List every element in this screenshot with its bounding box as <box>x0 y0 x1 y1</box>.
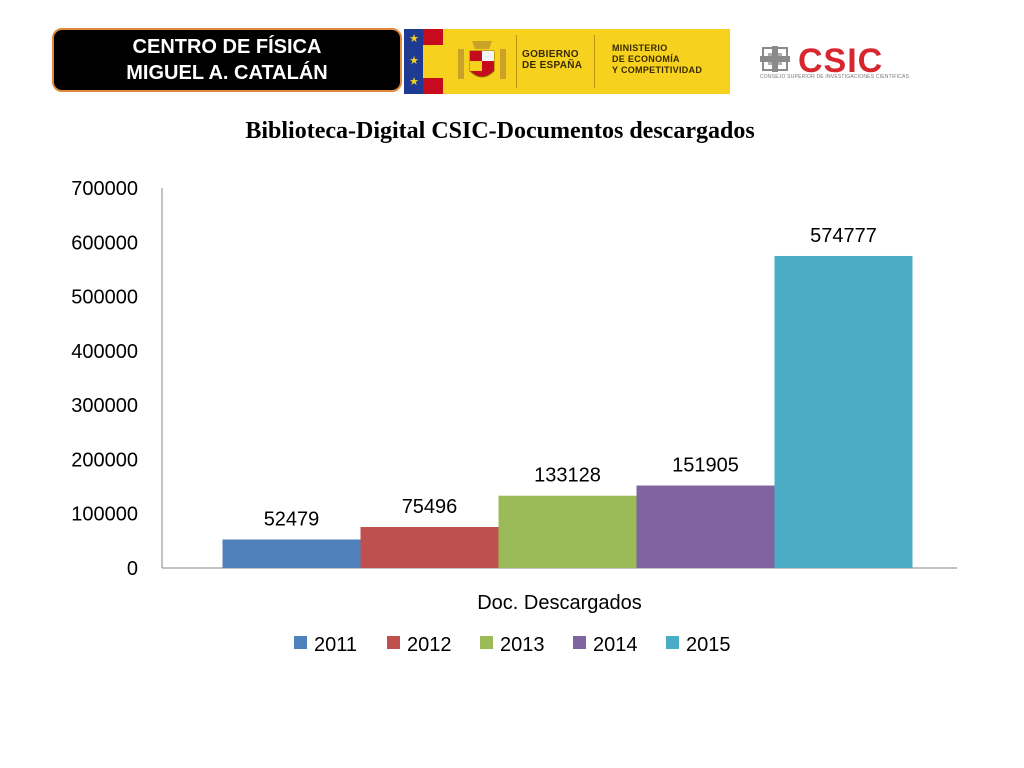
bar-2014 <box>636 485 775 568</box>
data-label-2014: 151905 <box>672 455 739 477</box>
institution-name-line2: MIGUEL A. CATALÁN <box>126 62 328 84</box>
y-tick-label: 200000 <box>71 449 138 471</box>
csic-logo: CSIC CONSEJO SUPERIOR DE INVESTIGACIONES… <box>760 42 940 84</box>
x-category-label: Doc. Descargados <box>477 592 642 614</box>
legend-swatch-2015 <box>666 636 679 649</box>
ministry-label: MINISTERIO DE ECONOMÍA Y COMPETITIVIDAD <box>612 43 703 75</box>
legend-label-2014: 2014 <box>593 634 638 656</box>
legend-label-2012: 2012 <box>407 634 452 656</box>
government-logo: ★ ★ ★ GOBIERNO DE ESPAÑA MINISTERIO DE E… <box>404 29 730 94</box>
legend-swatch-2013 <box>480 636 493 649</box>
legend-label-2015: 2015 <box>686 634 731 656</box>
coat-of-arms-icon <box>458 41 506 79</box>
bar-2013 <box>498 495 637 568</box>
legend-swatch-2014 <box>573 636 586 649</box>
y-tick-label: 300000 <box>71 395 138 417</box>
y-tick-label: 400000 <box>71 341 138 363</box>
legend-swatch-2011 <box>294 636 307 649</box>
gov-label: GOBIERNO DE ESPAÑA <box>522 49 583 71</box>
chart-title: Biblioteca-Digital CSIC-Documentos desca… <box>245 118 755 144</box>
bar-2012 <box>360 527 499 568</box>
legend-label-2013: 2013 <box>500 634 545 656</box>
data-label-2011: 52479 <box>264 509 320 531</box>
y-tick-label: 700000 <box>71 178 138 200</box>
bar-2015 <box>774 255 913 568</box>
data-label-2013: 133128 <box>534 465 601 487</box>
legend-label-2011: 2011 <box>314 634 357 656</box>
y-tick-label: 100000 <box>71 504 138 526</box>
y-tick-label: 0 <box>127 558 138 580</box>
star-icon: ★ <box>409 76 419 88</box>
legend-swatch-2012 <box>387 636 400 649</box>
csic-subtitle: CONSEJO SUPERIOR DE INVESTIGACIONES CIEN… <box>760 74 910 80</box>
data-label-2015: 574777 <box>810 225 877 247</box>
data-label-2012: 75496 <box>402 496 458 518</box>
csic-emblem-icon <box>760 46 790 72</box>
institution-name-line1: CENTRO DE FÍSICA <box>132 36 322 58</box>
eu-flag-strip: ★ ★ ★ <box>404 29 423 94</box>
y-tick-label: 500000 <box>71 287 138 309</box>
y-tick-label: 600000 <box>71 232 138 254</box>
csic-wordmark: CSIC <box>798 42 884 80</box>
bar-2011 <box>222 539 361 568</box>
star-icon: ★ <box>409 33 419 45</box>
star-icon: ★ <box>409 55 419 67</box>
institution-header: CENTRO DE FÍSICA MIGUEL A. CATALÁN <box>52 28 402 92</box>
